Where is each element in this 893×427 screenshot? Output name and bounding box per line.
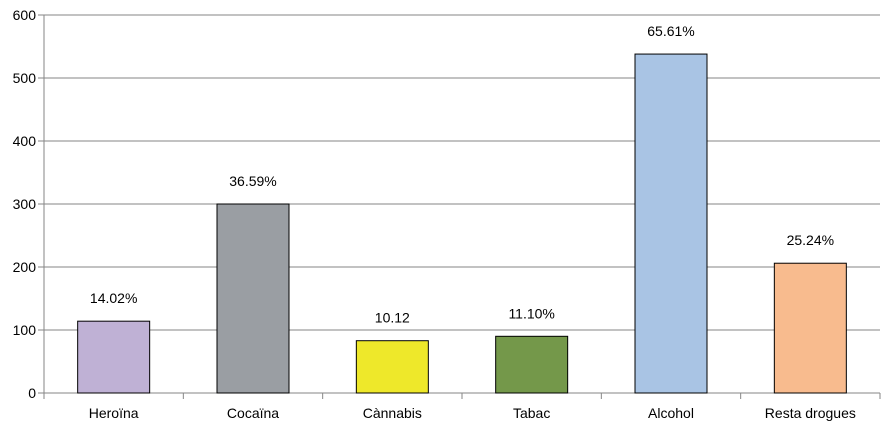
data-label: 25.24%	[787, 232, 834, 248]
x-tick-label: Heroïna	[89, 405, 139, 421]
data-label: 10.12	[375, 310, 410, 326]
bar-alcohol	[634, 53, 708, 394]
bar-hero-na	[77, 320, 151, 394]
bar-coca-na	[216, 203, 290, 394]
x-tick-label: Cànnabis	[363, 405, 422, 421]
y-tick-label: 600	[13, 7, 37, 23]
data-label: 14.02%	[90, 290, 137, 306]
bars	[77, 53, 847, 394]
gridlines	[44, 14, 880, 331]
data-label: 36.59%	[229, 173, 276, 189]
labels: 14.02% Heroïna 36.59% Cocaïna 10.12 Cànnabis 1…	[89, 23, 856, 421]
bar-tabac	[495, 335, 569, 394]
axes: 0 100 200 300 400 500 600	[13, 7, 881, 401]
y-tick-label: 400	[13, 133, 37, 149]
bar-c-nnabis	[355, 340, 429, 394]
data-label: 65.61%	[647, 23, 694, 39]
y-tick-label: 100	[13, 322, 37, 338]
y-tick-label: 200	[13, 259, 37, 275]
x-tick-label: Tabac	[513, 405, 550, 421]
y-tick-label: 300	[13, 196, 37, 212]
y-tick-label: 500	[13, 70, 37, 86]
y-tick-label: 0	[28, 385, 36, 401]
x-tick-label: Cocaïna	[227, 405, 279, 421]
x-tick-label: Alcohol	[648, 405, 694, 421]
x-tick-label: Resta drogues	[765, 405, 856, 421]
data-label: 11.10%	[508, 305, 554, 321]
bar-resta-drogues	[773, 262, 847, 394]
